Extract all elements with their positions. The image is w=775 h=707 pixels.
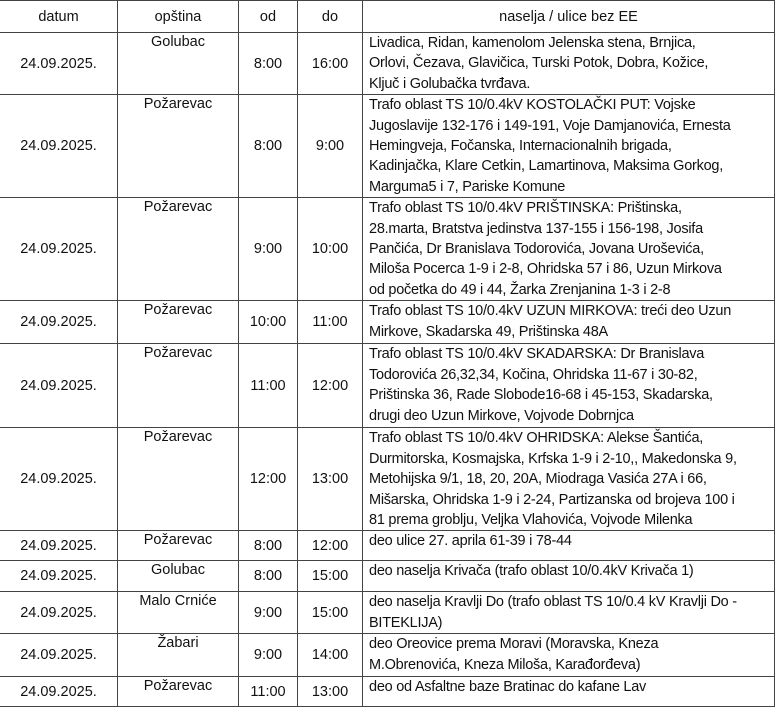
do-cell: 15:00 (297, 591, 363, 635)
do-cell: 15:00 (297, 560, 363, 593)
datum-cell: 24.09.2025. (0, 530, 118, 562)
opstina-cell: Požarevac (117, 94, 239, 199)
datum-cell: 24.09.2025. (0, 343, 118, 429)
header-opstina: opština (117, 0, 239, 33)
table-row: 24.09.2025. Požarevac 8:00 9:00 Trafo oblast… (0, 94, 775, 199)
do-cell: 12:00 (297, 530, 363, 562)
table-row: 24.09.2025. Golubac 8:00 16:00 Livadica, Rid… (0, 31, 775, 96)
datum-cell: 24.09.2025. (0, 300, 118, 345)
od-cell: 8:00 (238, 94, 298, 199)
od-cell: 11:00 (238, 676, 298, 707)
do-cell: 16:00 (297, 31, 363, 96)
table-row: 24.09.2025. Žabari 9:00 14:00 deo Oreovice p… (0, 633, 775, 678)
naselja-cell: Livadica, Ridan, kamenolom Jelenska sten… (362, 31, 775, 96)
opstina-cell: Golubac (117, 560, 239, 593)
datum-cell: 24.09.2025. (0, 591, 118, 635)
do-cell: 11:00 (297, 300, 363, 345)
do-cell: 9:00 (297, 94, 363, 199)
do-cell: 10:00 (297, 197, 363, 302)
opstina-cell: Malo Crniće (117, 591, 239, 635)
datum-cell: 24.09.2025. (0, 633, 118, 678)
opstina-cell: Požarevac (117, 530, 239, 562)
od-cell: 9:00 (238, 591, 298, 635)
opstina-cell: Golubac (117, 31, 239, 96)
od-cell: 9:00 (238, 633, 298, 678)
naselja-cell: Trafo oblast TS 10/0.4kV PRIŠTINSKA: Pri… (362, 197, 775, 302)
table-row: 24.09.2025. Požarevac 11:00 12:00 Trafo obla… (0, 343, 775, 429)
opstina-cell: Žabari (117, 633, 239, 678)
table-row: 24.09.2025. Požarevac 11:00 13:00 deo od Asf… (0, 676, 775, 707)
naselja-cell: deo naselja Krivača (trafo oblast 10/0.4… (362, 560, 775, 593)
table-body: 24.09.2025. Golubac 8:00 16:00 Livadica, Rid… (0, 31, 775, 707)
od-cell: 12:00 (238, 427, 298, 532)
od-cell: 8:00 (238, 31, 298, 96)
table-row: 24.09.2025. Požarevac 10:00 11:00 Trafo obla… (0, 300, 775, 345)
opstina-cell: Požarevac (117, 300, 239, 345)
header-do: do (297, 0, 363, 33)
datum-cell: 24.09.2025. (0, 676, 118, 707)
opstina-cell: Požarevac (117, 343, 239, 429)
datum-cell: 24.09.2025. (0, 560, 118, 593)
opstina-cell: Požarevac (117, 197, 239, 302)
header-od: od (238, 0, 298, 33)
datum-cell: 24.09.2025. (0, 94, 118, 199)
header-datum: datum (0, 0, 118, 33)
od-cell: 8:00 (238, 530, 298, 562)
od-cell: 9:00 (238, 197, 298, 302)
od-cell: 8:00 (238, 560, 298, 593)
do-cell: 14:00 (297, 633, 363, 678)
opstina-cell: Požarevac (117, 676, 239, 707)
table-row: 24.09.2025. Požarevac 12:00 13:00 Trafo obla… (0, 427, 775, 532)
do-cell: 12:00 (297, 343, 363, 429)
naselja-cell: deo naselja Kravlji Do (trafo oblast TS … (362, 591, 775, 635)
naselja-cell: Trafo oblast TS 10/0.4kV UZUN MIRKOVA: t… (362, 300, 775, 345)
header-naselja: naselja / ulice bez EE (362, 0, 775, 33)
od-cell: 10:00 (238, 300, 298, 345)
table-row: 24.09.2025. Golubac 8:00 15:00 deo naselja K… (0, 560, 775, 593)
table-header-row: datum opština od do naselja / ulice bez … (0, 0, 775, 33)
do-cell: 13:00 (297, 676, 363, 707)
datum-cell: 24.09.2025. (0, 427, 118, 532)
table-row: 24.09.2025. Požarevac 9:00 10:00 Trafo oblas… (0, 197, 775, 302)
datum-cell: 24.09.2025. (0, 197, 118, 302)
naselja-cell: deo ulice 27. aprila 61-39 i 78-44 (362, 530, 775, 562)
od-cell: 11:00 (238, 343, 298, 429)
opstina-cell: Požarevac (117, 427, 239, 532)
naselja-cell: Trafo oblast TS 10/0.4kV SKADARSKA: Dr B… (362, 343, 775, 429)
table-row: 24.09.2025. Malo Crniće 9:00 15:00 deo nasel… (0, 591, 775, 635)
naselja-cell: Trafo oblast TS 10/0.4kV OHRIDSKA: Aleks… (362, 427, 775, 532)
do-cell: 13:00 (297, 427, 363, 532)
table-row: 24.09.2025. Požarevac 8:00 12:00 deo ulice 2… (0, 530, 775, 562)
naselja-cell: deo Oreovice prema Moravi (Moravska, Kne… (362, 633, 775, 678)
naselja-cell: Trafo oblast TS 10/0.4kV KOSTOLAČKI PUT:… (362, 94, 775, 199)
naselja-cell: deo od Asfaltne baze Bratinac do kafane … (362, 676, 775, 707)
datum-cell: 24.09.2025. (0, 31, 118, 96)
